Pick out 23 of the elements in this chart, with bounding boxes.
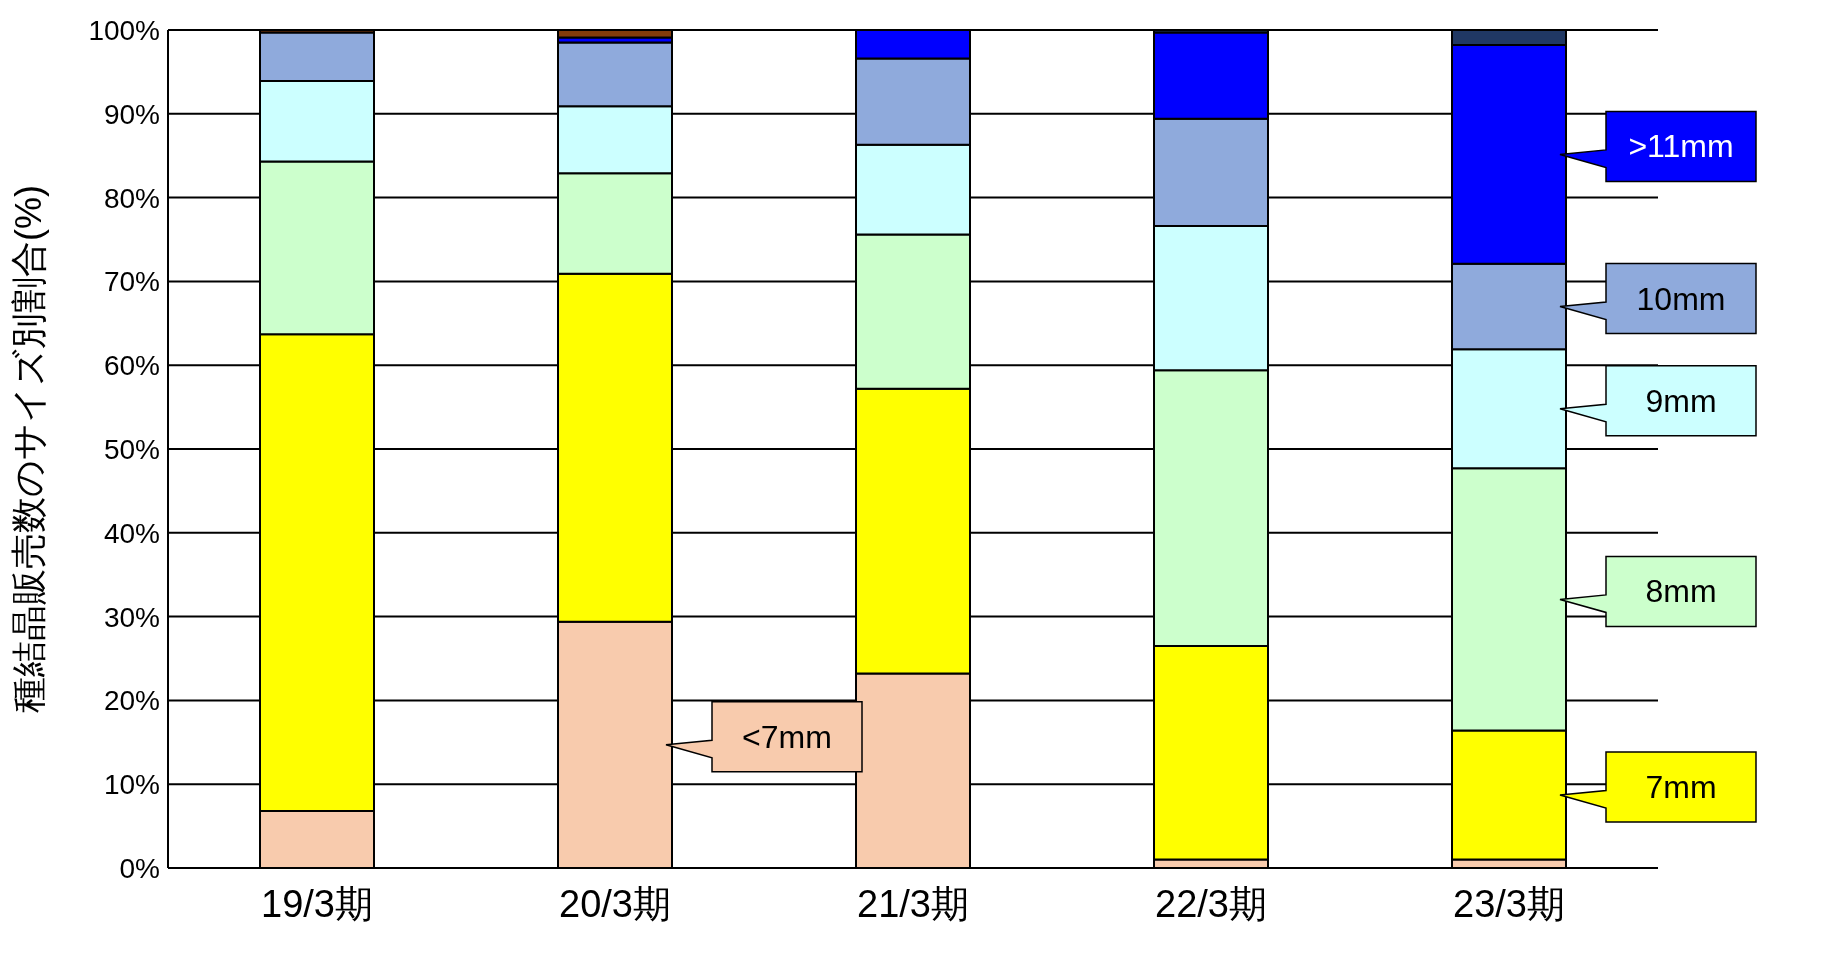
- x-tick-label: 19/3期: [261, 882, 373, 925]
- text: 7mm: [1645, 769, 1717, 806]
- y-tick-label: 60%: [103, 350, 160, 382]
- series-label: <7mm: [742, 718, 832, 755]
- y-tick-label: 10%: [103, 769, 160, 801]
- text: 9mm: [1645, 382, 1717, 419]
- y-tick-label: 30%: [103, 601, 160, 633]
- y-tick-label: 70%: [103, 266, 160, 298]
- x-tick-label: 22/3期: [1155, 882, 1267, 925]
- y-tick-label: 40%: [103, 517, 160, 549]
- y-tick-label: 90%: [103, 98, 160, 130]
- series-label: >11mm: [1628, 128, 1734, 165]
- y-tick-label: 100%: [88, 14, 160, 46]
- y-tick-label: 80%: [103, 182, 160, 214]
- text: 8mm: [1645, 573, 1717, 610]
- x-tick-label: 21/3期: [857, 882, 969, 925]
- text: 10mm: [1636, 280, 1726, 317]
- x-tick-label: 20/3期: [559, 882, 671, 925]
- y-axis-title: 種結晶販売数のサイズ別割合(%): [7, 185, 49, 713]
- y-tick-label: 0%: [119, 852, 160, 884]
- y-tick-label: 50%: [103, 433, 160, 465]
- y-tick-label: 20%: [103, 685, 160, 717]
- x-tick-label: 23/3期: [1453, 882, 1565, 925]
